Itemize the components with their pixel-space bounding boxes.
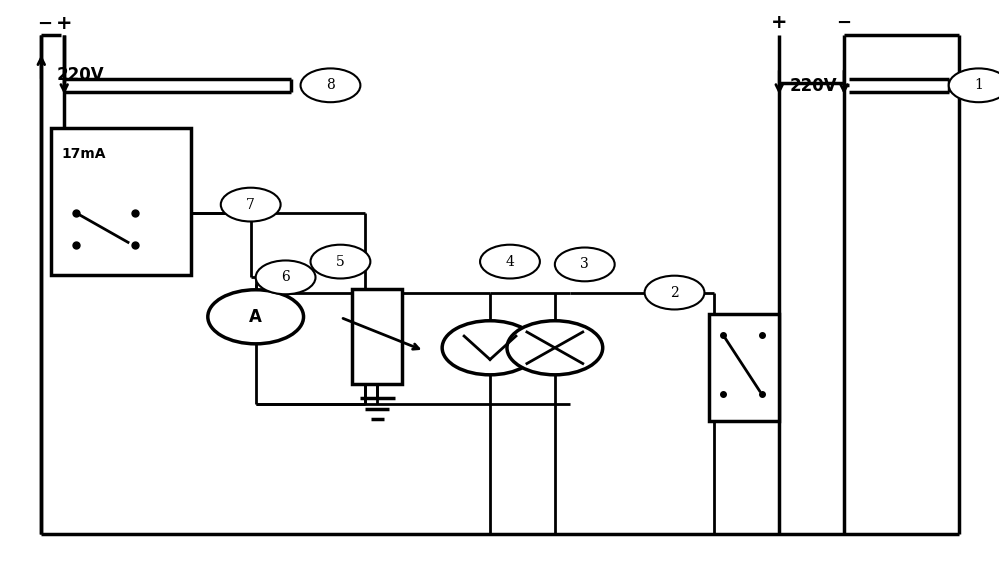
Text: 6: 6 — [281, 271, 290, 284]
Text: 1: 1 — [974, 78, 983, 92]
Text: 7: 7 — [246, 198, 255, 212]
Text: 17mA: 17mA — [61, 143, 106, 157]
Circle shape — [507, 321, 603, 375]
Text: A: A — [249, 308, 262, 326]
Text: 3: 3 — [580, 258, 589, 272]
Text: 5: 5 — [336, 255, 345, 269]
Circle shape — [645, 276, 704, 310]
Text: +: + — [56, 14, 72, 33]
Text: 17mA: 17mA — [61, 148, 106, 161]
Circle shape — [480, 245, 540, 278]
Text: +: + — [771, 13, 787, 32]
Text: −: − — [836, 14, 852, 32]
Circle shape — [949, 68, 1000, 102]
Circle shape — [555, 247, 615, 281]
Circle shape — [221, 188, 281, 221]
Text: 220V: 220V — [789, 77, 837, 95]
Bar — [709, 314, 779, 421]
Bar — [51, 128, 191, 275]
Text: 2: 2 — [670, 286, 679, 299]
Text: 4: 4 — [506, 255, 514, 269]
Text: 8: 8 — [326, 78, 335, 92]
Circle shape — [208, 290, 304, 344]
Circle shape — [311, 245, 370, 278]
Circle shape — [442, 321, 538, 375]
Text: 220V: 220V — [56, 66, 104, 84]
Text: −: − — [37, 15, 52, 33]
Circle shape — [301, 68, 360, 102]
Bar — [352, 289, 402, 384]
Circle shape — [256, 260, 316, 294]
